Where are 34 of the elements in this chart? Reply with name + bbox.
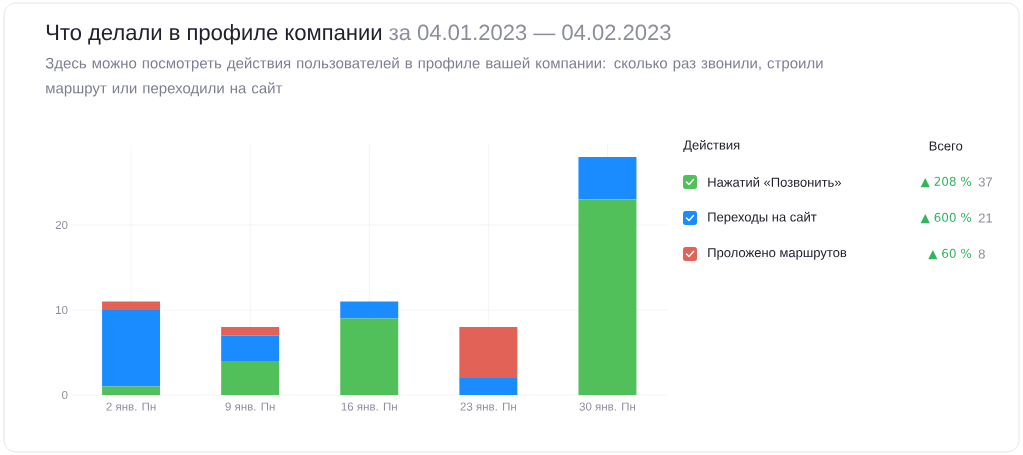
x-tick-label: 9 янв. Пн: [225, 402, 275, 411]
x-tick-label: 2 янв. Пн: [106, 402, 156, 411]
bar: [578, 156, 637, 200]
text: ▲ 60 %: [928, 248, 972, 260]
bar: [340, 318, 399, 395]
legend-label: Проложено маршрутов: [708, 248, 847, 260]
bar: [459, 326, 518, 378]
x-tick-label: 23 янв. Пн: [460, 402, 516, 411]
bar: [578, 199, 637, 395]
y-tick-label: 20: [55, 220, 68, 230]
y-tick-label: 0: [62, 390, 68, 400]
x-tick-label: 30 янв. Пн: [579, 402, 636, 411]
chart-title: Что делали в профиле компании: [46, 24, 382, 45]
bar: [221, 326, 280, 336]
legend-label: Нажатий «Позвонить»: [708, 177, 842, 187]
text: 8: [978, 249, 985, 259]
bar: [102, 386, 161, 395]
bar: [459, 377, 518, 395]
y-tick-label: 10: [56, 305, 68, 315]
bar: [221, 360, 280, 395]
bar: [221, 335, 280, 361]
x-tick-label: 16 янв. Пн: [341, 402, 397, 411]
text: за 04.01.2023 — 04.02.2023: [389, 24, 671, 41]
legend-title: Действия: [683, 139, 740, 153]
text: ▲ 208 %: [920, 176, 972, 188]
bar: [102, 301, 161, 310]
text: 37: [978, 177, 992, 187]
text: Всего: [929, 141, 963, 151]
bar: [340, 301, 399, 319]
chart-subtitle: Здесь можно посмотреть действия пользователей в профиле вашей компании: сколько раз звонили, строили маршрут или переходили на сайт: [45, 57, 823, 97]
legend-label: Переходы на сайт: [708, 211, 817, 225]
text: 21: [978, 213, 993, 223]
text: ▲ 600 %: [920, 212, 972, 224]
bar: [102, 309, 161, 387]
